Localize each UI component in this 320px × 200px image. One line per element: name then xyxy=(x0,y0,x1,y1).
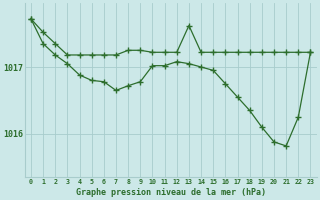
X-axis label: Graphe pression niveau de la mer (hPa): Graphe pression niveau de la mer (hPa) xyxy=(76,188,266,197)
